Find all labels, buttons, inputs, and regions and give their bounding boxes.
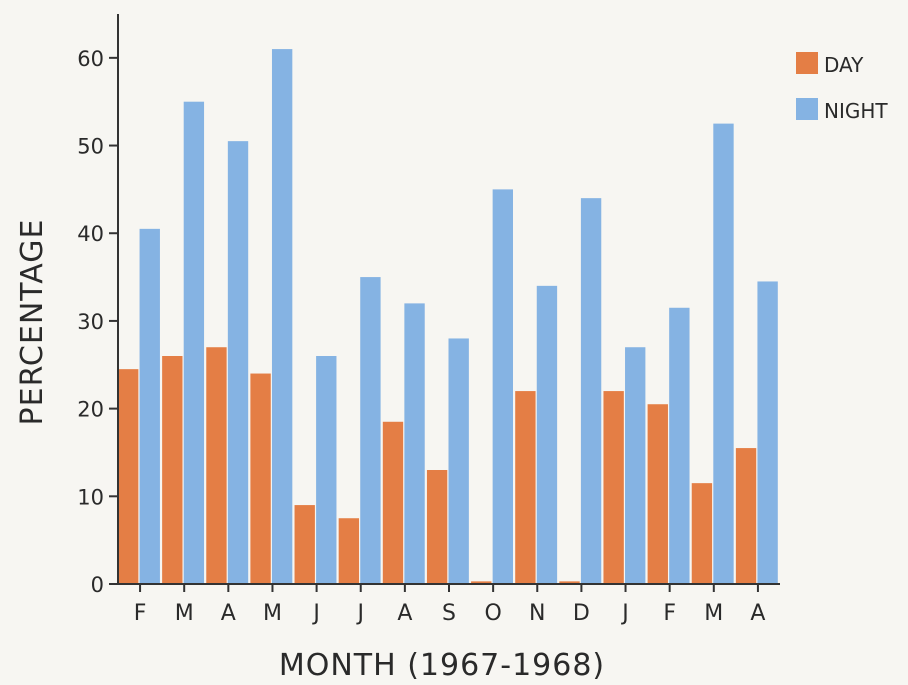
y-tick-label: 40 bbox=[77, 222, 104, 246]
legend-swatch-night bbox=[796, 98, 818, 120]
x-tick-label: J bbox=[355, 601, 364, 626]
y-ticks: 0 10 20 30 40 50 60 bbox=[77, 47, 118, 597]
legend-label-night: NIGHT bbox=[824, 99, 888, 123]
bar-day-6 bbox=[382, 421, 404, 584]
x-axis-title: MONTH (1967-1968) bbox=[279, 648, 605, 683]
bar-day-4 bbox=[294, 505, 315, 584]
bar-night-13 bbox=[713, 123, 734, 584]
bar-night-9 bbox=[536, 285, 558, 584]
bar-night-10 bbox=[580, 198, 602, 584]
bar-day-5 bbox=[338, 518, 360, 584]
y-tick-label: 10 bbox=[77, 485, 104, 509]
bar-night-5 bbox=[360, 277, 381, 584]
legend-label-day: DAY bbox=[824, 53, 864, 77]
bar-day-10 bbox=[559, 581, 580, 584]
x-tick-label: O bbox=[484, 601, 501, 626]
y-axis-title: PERCENTAGE bbox=[15, 219, 50, 426]
bar-day-14 bbox=[735, 448, 757, 584]
bar-day-8 bbox=[471, 581, 492, 584]
bar-day-13 bbox=[691, 483, 713, 584]
bar-night-7 bbox=[448, 338, 469, 584]
bar-day-1 bbox=[162, 356, 183, 584]
bar-night-0 bbox=[139, 228, 160, 584]
bar-day-7 bbox=[426, 470, 448, 584]
x-tick-label: S bbox=[442, 601, 456, 626]
bar-night-14 bbox=[757, 281, 778, 584]
x-tick-label: M bbox=[175, 601, 194, 626]
x-tick-label: A bbox=[750, 601, 765, 626]
x-tick-label: N bbox=[529, 601, 545, 626]
x-tick-label: D bbox=[573, 601, 590, 626]
x-tick-label: F bbox=[663, 601, 676, 626]
x-tick-label: F bbox=[134, 601, 147, 626]
bar-day-2 bbox=[206, 347, 227, 584]
bar-day-9 bbox=[515, 391, 536, 584]
bar-night-1 bbox=[183, 101, 205, 584]
y-tick-label: 50 bbox=[77, 135, 104, 159]
x-tick-label: M bbox=[263, 601, 282, 626]
x-tick-label: J bbox=[620, 601, 629, 626]
bar-day-0 bbox=[118, 369, 139, 584]
bar-night-6 bbox=[404, 303, 425, 584]
bar-night-4 bbox=[316, 356, 337, 584]
y-tick-label: 20 bbox=[77, 398, 104, 422]
legend: DAY NIGHT bbox=[796, 52, 888, 123]
x-tick-label: J bbox=[311, 601, 320, 626]
bar-night-3 bbox=[271, 49, 293, 585]
bar-night-11 bbox=[625, 347, 646, 584]
bar-day-3 bbox=[250, 373, 271, 584]
y-tick-label: 60 bbox=[77, 47, 104, 71]
x-tick-label: M bbox=[704, 601, 723, 626]
bar-night-2 bbox=[227, 141, 249, 584]
bars-layer bbox=[118, 49, 778, 585]
y-tick-label: 0 bbox=[91, 573, 104, 597]
bar-night-8 bbox=[492, 189, 513, 584]
bar-day-12 bbox=[647, 404, 668, 584]
legend-swatch-day bbox=[796, 52, 818, 74]
bar-day-11 bbox=[603, 391, 624, 584]
x-tick-label: A bbox=[221, 601, 236, 626]
bar-night-12 bbox=[669, 307, 690, 584]
y-tick-label: 30 bbox=[77, 310, 104, 334]
x-tick-label: A bbox=[397, 601, 412, 626]
